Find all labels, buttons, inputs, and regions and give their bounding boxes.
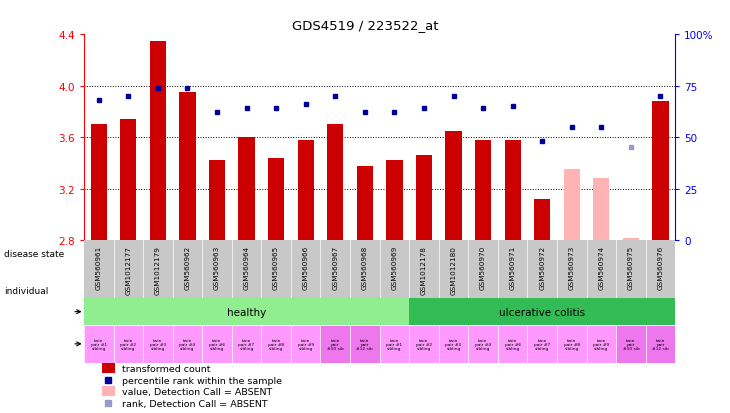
Bar bbox=[268, 159, 284, 241]
Bar bbox=[114, 325, 143, 363]
Text: twin
pair #7
sibling: twin pair #7 sibling bbox=[534, 338, 550, 350]
Bar bbox=[527, 325, 557, 363]
Text: twin
pair #2
sibling: twin pair #2 sibling bbox=[120, 338, 137, 350]
Bar bbox=[231, 325, 261, 363]
Text: individual: individual bbox=[4, 287, 48, 296]
Text: GSM560965: GSM560965 bbox=[273, 245, 279, 290]
Bar bbox=[564, 170, 580, 241]
Text: value, Detection Call = ABSENT: value, Detection Call = ABSENT bbox=[123, 387, 272, 396]
Text: GSM560974: GSM560974 bbox=[599, 245, 604, 290]
Bar bbox=[409, 325, 439, 363]
Bar bbox=[327, 125, 343, 241]
Bar bbox=[498, 325, 527, 363]
Text: GSM560969: GSM560969 bbox=[391, 245, 397, 290]
Bar bbox=[653, 102, 669, 241]
Bar bbox=[357, 166, 373, 241]
Bar bbox=[380, 325, 409, 363]
Bar bbox=[623, 238, 639, 241]
Bar bbox=[409, 299, 675, 325]
Bar bbox=[587, 325, 616, 363]
Bar bbox=[445, 131, 461, 241]
Text: twin
pair
#10 sib: twin pair #10 sib bbox=[623, 338, 639, 350]
Text: ulcerative colitis: ulcerative colitis bbox=[499, 307, 585, 317]
Text: GSM560975: GSM560975 bbox=[628, 245, 634, 290]
Bar bbox=[143, 325, 172, 363]
Text: GSM560971: GSM560971 bbox=[510, 245, 515, 290]
Bar bbox=[350, 325, 380, 363]
Text: twin
pair #4
sibling: twin pair #4 sibling bbox=[180, 338, 196, 350]
Bar bbox=[616, 325, 645, 363]
Text: twin
pair #8
sibling: twin pair #8 sibling bbox=[564, 338, 580, 350]
Bar bbox=[84, 299, 409, 325]
Text: GSM560961: GSM560961 bbox=[96, 245, 101, 290]
Bar bbox=[475, 140, 491, 241]
Bar bbox=[439, 325, 469, 363]
Text: GSM1012178: GSM1012178 bbox=[421, 245, 427, 294]
Text: twin
pair #8
sibling: twin pair #8 sibling bbox=[268, 338, 284, 350]
Text: GSM560968: GSM560968 bbox=[362, 245, 368, 290]
Text: GSM1012179: GSM1012179 bbox=[155, 245, 161, 294]
Text: healthy: healthy bbox=[227, 307, 266, 317]
Text: percentile rank within the sample: percentile rank within the sample bbox=[123, 376, 283, 385]
Text: twin
pair #4
sibling: twin pair #4 sibling bbox=[475, 338, 491, 350]
Bar bbox=[298, 140, 314, 241]
Bar bbox=[593, 179, 610, 241]
Text: GSM560966: GSM560966 bbox=[303, 245, 309, 290]
Bar bbox=[261, 325, 291, 363]
Text: GDS4519 / 223522_at: GDS4519 / 223522_at bbox=[292, 19, 438, 31]
Bar bbox=[172, 325, 202, 363]
Text: twin
pair #2
sibling: twin pair #2 sibling bbox=[416, 338, 432, 350]
Bar bbox=[386, 161, 402, 241]
Text: GSM560970: GSM560970 bbox=[480, 245, 486, 290]
Text: rank, Detection Call = ABSENT: rank, Detection Call = ABSENT bbox=[123, 399, 268, 408]
Bar bbox=[101, 386, 115, 396]
Text: twin
pair #6
sibling: twin pair #6 sibling bbox=[504, 338, 520, 350]
Text: disease state: disease state bbox=[4, 249, 64, 259]
Text: twin
pair #7
sibling: twin pair #7 sibling bbox=[239, 338, 255, 350]
Bar bbox=[645, 325, 675, 363]
Bar bbox=[84, 325, 114, 363]
Text: twin
pair
#12 sib: twin pair #12 sib bbox=[356, 338, 373, 350]
Text: transformed count: transformed count bbox=[123, 364, 211, 373]
Text: twin
pair #1
sibling: twin pair #1 sibling bbox=[91, 338, 107, 350]
Bar bbox=[101, 363, 115, 373]
Bar bbox=[202, 325, 231, 363]
Text: twin
pair #6
sibling: twin pair #6 sibling bbox=[209, 338, 225, 350]
Bar bbox=[180, 93, 196, 241]
Bar bbox=[416, 156, 432, 241]
Bar bbox=[209, 161, 225, 241]
Text: twin
pair
#12 sib: twin pair #12 sib bbox=[652, 338, 669, 350]
Text: GSM560973: GSM560973 bbox=[569, 245, 575, 290]
Text: GSM560962: GSM560962 bbox=[185, 245, 191, 290]
Bar bbox=[469, 325, 498, 363]
Bar bbox=[320, 325, 350, 363]
Bar bbox=[557, 325, 586, 363]
Text: twin
pair #1
sibling: twin pair #1 sibling bbox=[386, 338, 402, 350]
Bar bbox=[91, 125, 107, 241]
Text: GSM560963: GSM560963 bbox=[214, 245, 220, 290]
Bar bbox=[150, 42, 166, 241]
Text: GSM1012177: GSM1012177 bbox=[126, 245, 131, 294]
Text: twin
pair
#10 sib: twin pair #10 sib bbox=[327, 338, 344, 350]
Bar bbox=[534, 199, 550, 241]
Text: twin
pair #9
sibling: twin pair #9 sibling bbox=[593, 338, 610, 350]
Bar bbox=[291, 325, 320, 363]
Text: twin
pair #3
sibling: twin pair #3 sibling bbox=[445, 338, 461, 350]
Text: GSM560976: GSM560976 bbox=[658, 245, 664, 290]
Text: twin
pair #3
sibling: twin pair #3 sibling bbox=[150, 338, 166, 350]
Text: GSM560967: GSM560967 bbox=[332, 245, 338, 290]
Text: GSM560964: GSM560964 bbox=[244, 245, 250, 290]
Bar bbox=[504, 140, 520, 241]
Text: GSM560972: GSM560972 bbox=[539, 245, 545, 290]
Text: GSM1012180: GSM1012180 bbox=[450, 245, 456, 294]
Text: twin
pair #9
sibling: twin pair #9 sibling bbox=[298, 338, 314, 350]
Bar bbox=[239, 138, 255, 241]
Bar bbox=[120, 120, 137, 241]
